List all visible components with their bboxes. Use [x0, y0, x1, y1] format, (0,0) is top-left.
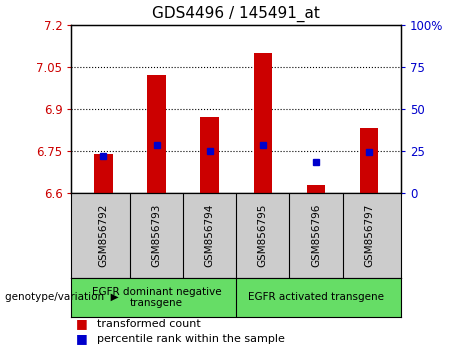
Text: GSM856794: GSM856794 — [205, 204, 215, 267]
Bar — [94, 154, 112, 193]
Text: GSM856793: GSM856793 — [152, 204, 161, 267]
Text: ■: ■ — [76, 332, 88, 345]
Bar — [201, 117, 219, 193]
Text: transformed count: transformed count — [97, 319, 201, 329]
Text: percentile rank within the sample: percentile rank within the sample — [97, 334, 285, 344]
Text: GSM856795: GSM856795 — [258, 204, 268, 267]
Text: ■: ■ — [76, 318, 88, 330]
Text: EGFR activated transgene: EGFR activated transgene — [248, 292, 384, 302]
Text: GSM856796: GSM856796 — [311, 204, 321, 267]
Text: EGFR dominant negative
transgene: EGFR dominant negative transgene — [92, 286, 221, 308]
Text: GSM856797: GSM856797 — [364, 204, 374, 267]
Text: GSM856792: GSM856792 — [98, 204, 108, 267]
Bar — [307, 184, 325, 193]
Text: genotype/variation  ▶: genotype/variation ▶ — [5, 292, 118, 302]
Title: GDS4496 / 145491_at: GDS4496 / 145491_at — [152, 6, 320, 22]
Bar — [147, 75, 166, 193]
Bar — [254, 53, 272, 193]
Bar — [360, 129, 378, 193]
